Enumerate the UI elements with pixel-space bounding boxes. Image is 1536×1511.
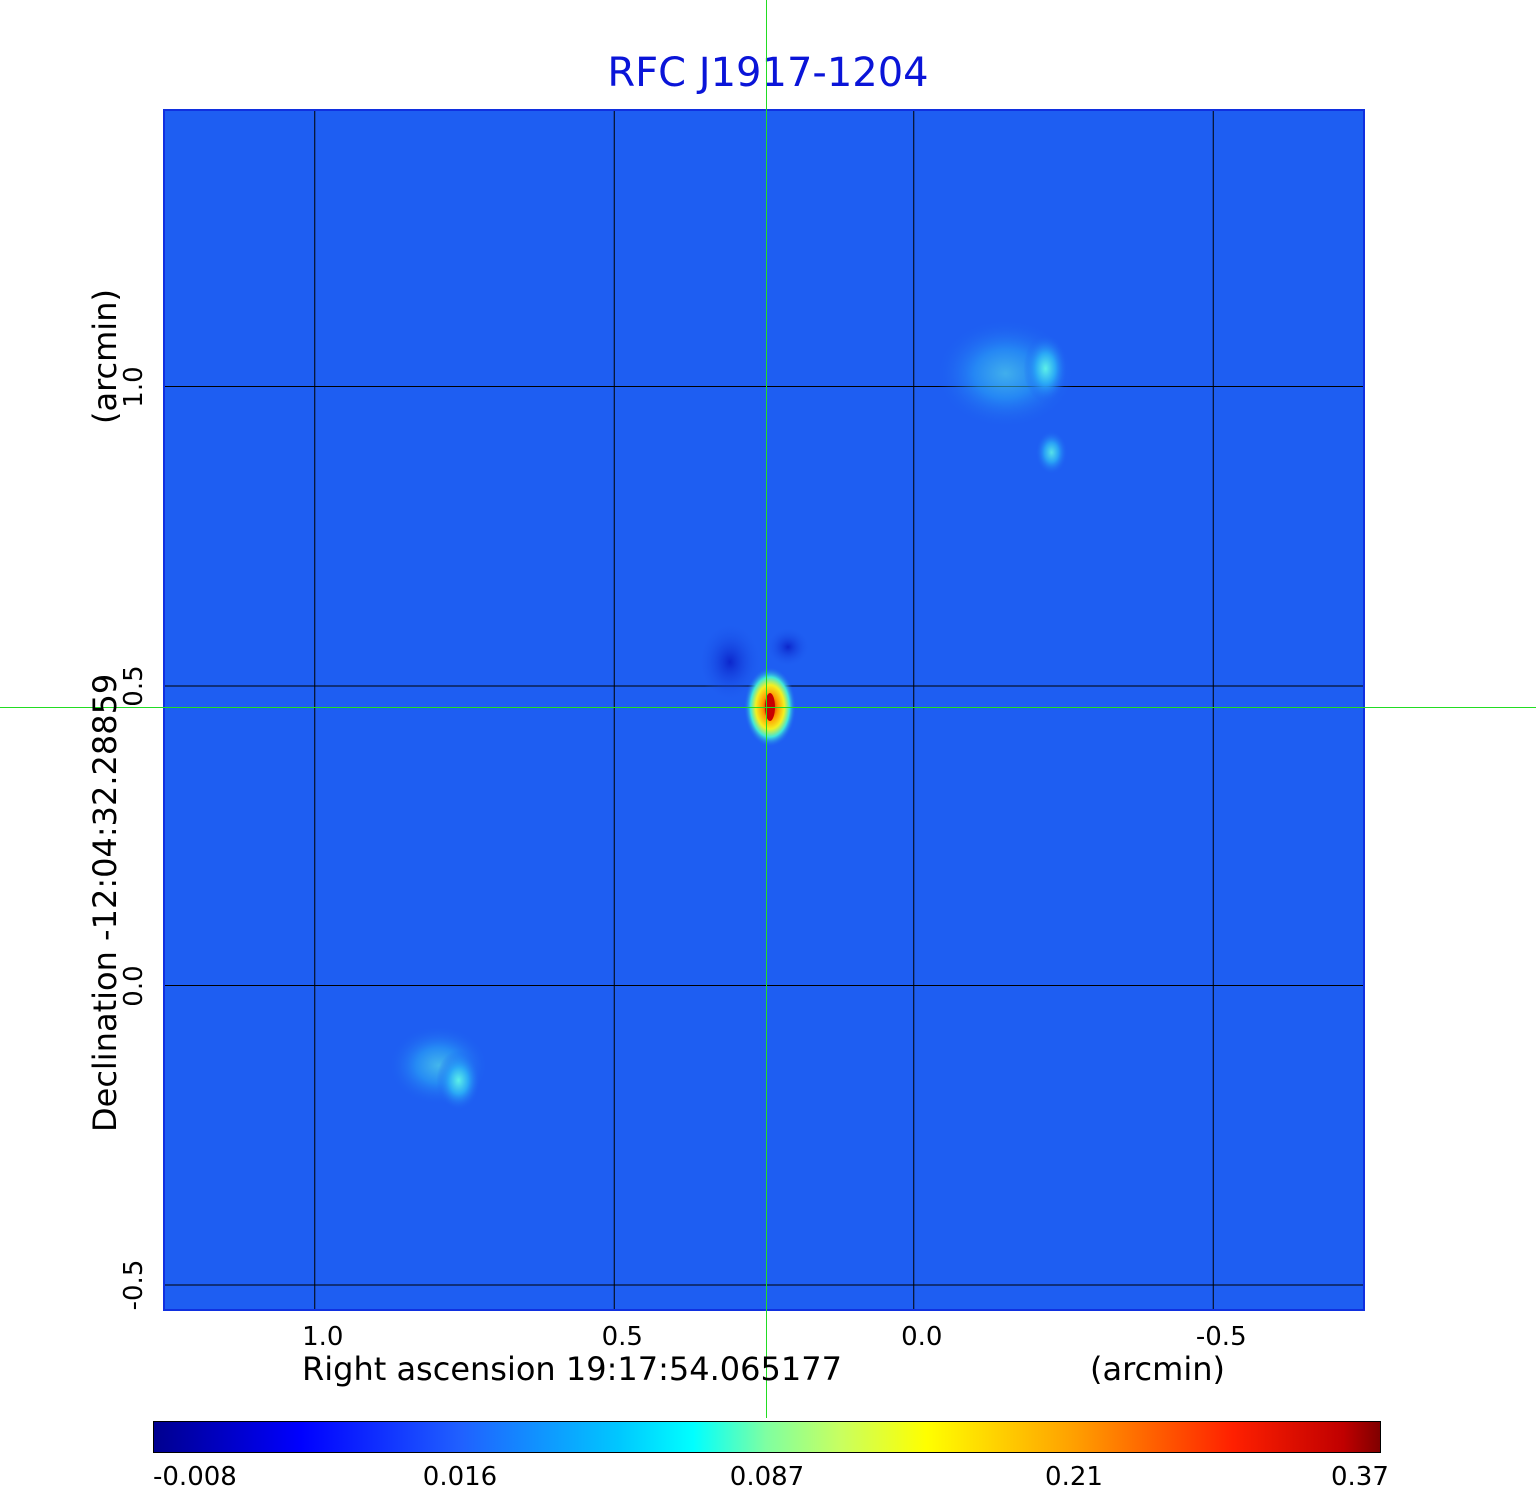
x-tick-label: 0.5 [601,1322,643,1352]
x-tick-label: 1.0 [302,1322,344,1352]
crosshair-vertical [766,0,767,1418]
x-axis-unit: (arcmin) [1090,1350,1225,1388]
colorbar-tick-label: -0.008 [153,1462,237,1492]
x-tick-label: 0.0 [901,1322,943,1352]
colorbar-tick-label: 0.37 [1331,1462,1389,1492]
y-axis-label: Declination -12:04:32.28859 [86,673,124,1132]
colorbar [153,1421,1381,1453]
source-emission [388,318,1076,1111]
crosshair-horizontal [0,707,1536,708]
image-plot-svg [165,111,1363,1309]
colorbar-tick-label: 0.21 [1045,1462,1103,1492]
chart-title: RFC J1917-1204 [607,50,929,96]
knot-source-mark [1035,430,1068,475]
colorbar-tick-label: 0.016 [422,1462,498,1492]
x-tick-label: -0.5 [1195,1322,1247,1352]
negative-sidelobe-mark [697,622,762,703]
colorbar-tick-label: 0.087 [729,1462,805,1492]
y-tick-label: -0.5 [119,1259,149,1311]
lobe-source-mark [436,1050,481,1111]
x-axis-label: Right ascension 19:17:54.065177 [302,1350,842,1388]
negative-sidelobe-mark [765,627,810,668]
image-plot-area[interactable] [163,109,1365,1311]
lobe-source-mark [1023,334,1068,403]
y-axis-unit: (arcmin) [86,289,124,424]
